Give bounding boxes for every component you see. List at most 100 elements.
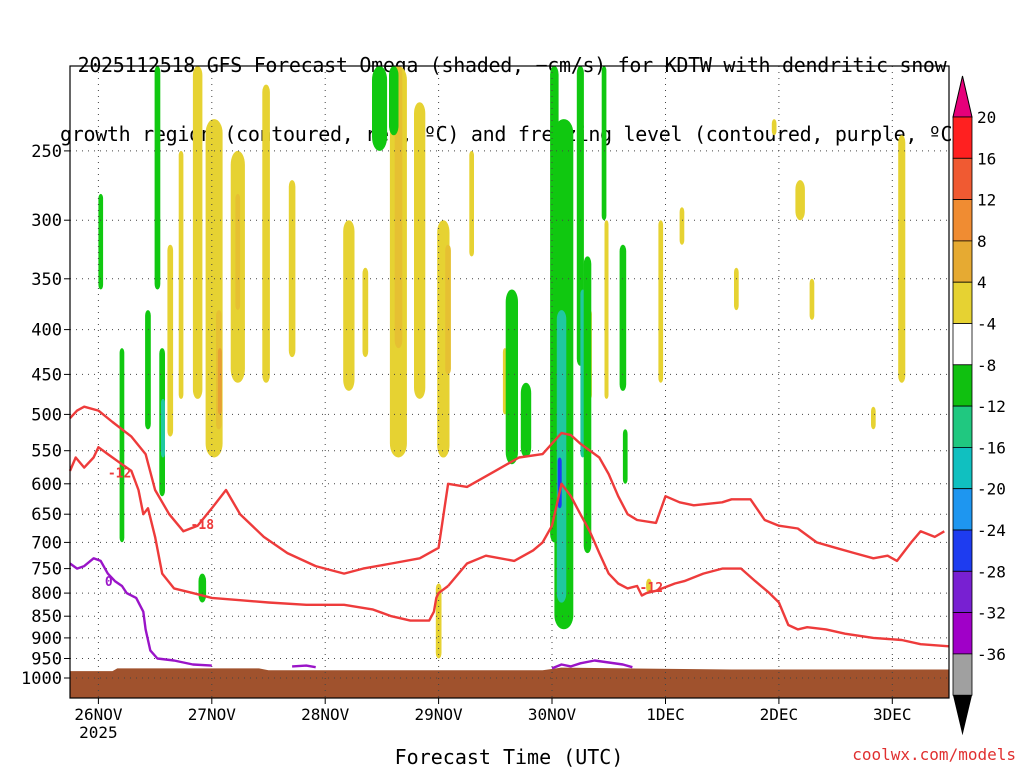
y-tick-label-300: 300 (31, 211, 62, 231)
axes-layer: 2503003504004505005506006507007508008509… (21, 142, 912, 742)
omega-region-16 (445, 244, 451, 375)
x-tick-label-3: 29NOV (415, 705, 464, 724)
freezing-contour-2 (551, 659, 633, 670)
y-tick-label-650: 650 (31, 505, 62, 525)
omega-region-34 (154, 66, 161, 290)
colorbar-label-13: -36 (977, 645, 1006, 664)
surface-ground-layer (70, 667, 949, 698)
omega-region-40 (505, 289, 518, 465)
omega-region-5 (217, 348, 222, 415)
omega-region-23 (679, 207, 685, 245)
omega-region-2 (192, 66, 203, 399)
credit-link[interactable]: coolwx.com/models (852, 745, 1016, 764)
colorbar-label-3: 8 (977, 232, 987, 251)
x-tick-label-5: 1DEC (646, 705, 685, 724)
omega-region-21 (604, 220, 609, 399)
colorbar-label-5: -4 (977, 315, 996, 334)
colorbar-label-6: -8 (977, 356, 996, 375)
omega-region-1 (178, 150, 184, 399)
colorbar-label-2: 12 (977, 191, 996, 210)
x-year-label: 2025 (79, 723, 118, 742)
omega-region-33 (145, 310, 151, 430)
grid-layer (70, 66, 949, 698)
y-tick-label-350: 350 (31, 270, 62, 290)
colorbar-swatch-6 (952, 364, 973, 407)
omega-region-29 (898, 135, 906, 383)
dgz-contour-2-label: -12 (640, 581, 663, 596)
y-tick-label-450: 450 (31, 365, 62, 385)
colorbar-label-0: 20 (977, 108, 996, 127)
colorbar-swatch-7 (952, 405, 973, 448)
freezing-contour-0 (69, 557, 212, 667)
x-tick-label-6: 2DEC (760, 705, 799, 724)
y-tick-label-700: 700 (31, 533, 62, 553)
dgz-contour-1 (69, 405, 945, 575)
colorbar-label-7: -12 (977, 397, 1006, 416)
omega-region-17 (435, 583, 442, 659)
colorbar-label-12: -32 (977, 604, 1006, 623)
colorbar-bottom-arrow (953, 695, 972, 736)
omega-region-0 (167, 244, 174, 437)
colorbar-swatch-10 (952, 529, 973, 572)
x-tick-label-4: 30NOV (528, 705, 577, 724)
omega-region-36 (161, 398, 165, 458)
y-tick-label-950: 950 (31, 650, 62, 670)
colorbar-swatch-0 (952, 116, 973, 159)
y-tick-label-800: 800 (31, 584, 62, 604)
dgz-contour-0 (68, 446, 449, 622)
colorbar-label-10: -24 (977, 521, 1006, 540)
colorbar-swatch-3 (952, 240, 973, 283)
colorbar-swatch-13 (952, 653, 973, 696)
dgz-contour-2 (447, 482, 950, 648)
y-tick-label-550: 550 (31, 442, 62, 462)
colorbar-top-arrow (952, 75, 973, 118)
omega-region-10 (343, 220, 355, 391)
colorbar: 20 16 12 8 4 -4 -8 -12 -16 -20 -24 -28 -32 -36 (952, 75, 1006, 736)
y-tick-label-600: 600 (31, 475, 62, 495)
omega-shading-layer (98, 66, 906, 659)
y-tick-label-1000: 1000 (21, 669, 62, 689)
x-tick-label-0: 26NOV (74, 705, 123, 724)
omega-region-51 (622, 429, 628, 484)
colorbar-swatch-4 (952, 281, 973, 324)
colorbar-label-11: -28 (977, 562, 1006, 581)
omega-region-44 (556, 310, 567, 603)
colorbar-label-8: -16 (977, 438, 1006, 457)
omega-region-37 (198, 573, 207, 603)
y-tick-label-400: 400 (31, 321, 62, 341)
omega-region-30 (646, 578, 652, 594)
dgz-contour-1-label: -18 (191, 518, 215, 533)
x-axis-label: Forecast Time (UTC) (394, 745, 624, 769)
colorbar-swatch-2 (952, 199, 973, 242)
x-tick-label-2: 28NOV (301, 705, 350, 724)
colorbar-label-4: 4 (977, 273, 987, 292)
omega-region-39 (389, 66, 399, 136)
omega-region-13 (394, 66, 403, 349)
omega-region-49 (601, 66, 607, 221)
colorbar-label-1: 16 (977, 149, 996, 168)
ground-fill (70, 667, 949, 698)
omega-region-18 (469, 150, 474, 257)
omega-region-27 (809, 278, 815, 320)
colorbar-swatch-11 (952, 570, 973, 613)
omega-region-11 (362, 267, 369, 358)
omega-region-9 (288, 180, 296, 358)
omega-region-32 (119, 348, 125, 543)
colorbar-label-9: -20 (977, 480, 1006, 499)
omega-region-26 (795, 180, 805, 221)
omega-region-14 (414, 102, 426, 399)
y-tick-label-500: 500 (31, 405, 62, 425)
omega-region-50 (619, 244, 627, 391)
x-tick-label-7: 3DEC (873, 705, 912, 724)
omega-region-31 (98, 193, 104, 290)
freezing-contour-0-label: 0 (105, 575, 113, 590)
colorbar-swatch-12 (952, 612, 973, 655)
colorbar-swatch-5 (952, 323, 973, 366)
freezing-contour-1 (292, 664, 316, 669)
colorbar-swatch-9 (952, 488, 973, 531)
omega-region-8 (262, 84, 270, 383)
plot-frame (69, 65, 950, 699)
y-tick-label-250: 250 (31, 142, 62, 162)
colorbar-swatch-8 (952, 446, 973, 490)
omega-region-48 (583, 256, 592, 554)
